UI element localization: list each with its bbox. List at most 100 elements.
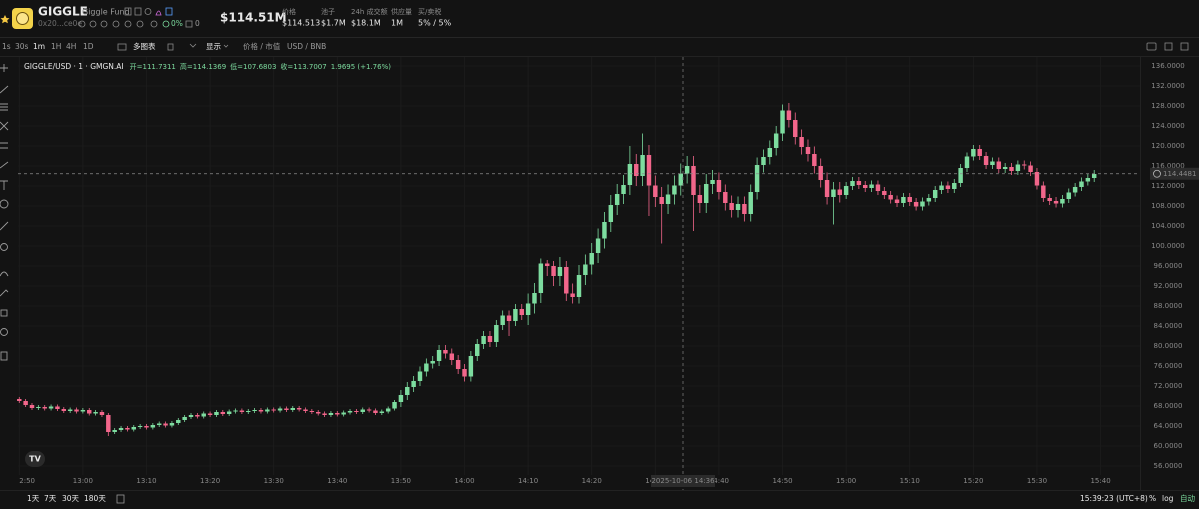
candle-body xyxy=(1041,185,1046,198)
candle-body xyxy=(17,399,22,401)
x-tick-label: 13:40 xyxy=(327,477,347,485)
range-button[interactable]: 1天 xyxy=(27,494,40,503)
toolbar-button[interactable]: USD / BNB xyxy=(287,42,326,51)
x-tick-label: 13:10 xyxy=(136,477,156,485)
candle-body xyxy=(831,189,836,197)
range-button[interactable]: 7天 xyxy=(44,494,57,503)
candle-body xyxy=(246,411,251,412)
candle-body xyxy=(564,267,569,294)
x-tick-label: 15:30 xyxy=(1027,477,1047,485)
chart-title: GIGGLE/USD · 1 · GMGN.AI xyxy=(24,62,124,71)
candle-body xyxy=(1091,174,1097,178)
candle-body xyxy=(551,266,556,276)
candle-body xyxy=(150,425,156,428)
candle-body xyxy=(843,186,849,195)
stat-label: 买/卖税 xyxy=(418,7,441,16)
candle-body xyxy=(856,181,862,185)
interval-button[interactable]: 4H xyxy=(66,42,76,51)
y-tick-label: 96.0000 xyxy=(1154,262,1183,270)
interval-button[interactable]: 30s xyxy=(15,42,29,51)
candle-body xyxy=(163,423,168,426)
candle-body xyxy=(1085,178,1091,182)
x-tick-label: 13:20 xyxy=(200,477,220,485)
candle-body xyxy=(188,415,194,417)
date-picker[interactable] xyxy=(116,494,125,504)
candle-body xyxy=(952,183,957,189)
candle-body xyxy=(392,402,397,409)
candle-body xyxy=(99,412,105,415)
y-tick-label: 132.0000 xyxy=(1151,82,1184,90)
candle-body xyxy=(716,180,722,192)
candle-body xyxy=(538,263,544,293)
x-tick-label: 13:30 xyxy=(264,477,284,485)
candle-body xyxy=(882,191,887,195)
toolbar-button[interactable]: 价格 / 市值 xyxy=(243,41,281,51)
last-price-icon[interactable] xyxy=(1153,169,1161,178)
y-tick-label: 68.0000 xyxy=(1154,402,1183,410)
candle-body xyxy=(697,195,703,203)
candle-body xyxy=(315,412,321,414)
candle-body xyxy=(532,293,537,304)
candle-body xyxy=(290,408,296,410)
candle-body xyxy=(1072,187,1078,193)
legend-value: 收=113.7007 xyxy=(280,62,326,71)
candle-body xyxy=(252,410,257,411)
toolbar-button[interactable]: 多图表 xyxy=(133,41,156,51)
candle-body xyxy=(156,423,162,425)
candle-body xyxy=(74,409,79,412)
candle-body xyxy=(424,363,429,372)
candle-body xyxy=(487,336,493,342)
range-button[interactable]: 180天 xyxy=(84,494,106,503)
y-tick-label: 124.0000 xyxy=(1151,122,1184,130)
svg-text:TV: TV xyxy=(29,455,41,464)
candle-body xyxy=(996,161,1002,169)
candle-body xyxy=(920,201,925,207)
y-tick-label: 116.0000 xyxy=(1151,162,1184,170)
footer: 1天 7天 30天 180天 15:39:23 (UTC+8)% log 自动 xyxy=(27,493,1196,503)
range-button[interactable]: 30天 xyxy=(62,494,80,503)
x-tick-label: 15:00 xyxy=(836,477,856,485)
candle-body xyxy=(754,165,760,192)
candle-body xyxy=(932,190,938,198)
candle-body xyxy=(710,180,715,184)
scale-option[interactable]: log xyxy=(1162,494,1174,503)
candle-body xyxy=(1034,172,1040,186)
interval-button[interactable]: 1s xyxy=(2,42,11,51)
toolbar-button[interactable]: 显示 xyxy=(206,42,221,51)
stat-value: $18.1M xyxy=(351,19,381,28)
candle-body xyxy=(137,426,143,427)
candle-body xyxy=(735,204,741,210)
drawing-tools[interactable] xyxy=(0,64,9,361)
x-tick-label: 13:50 xyxy=(391,477,411,485)
candle-body xyxy=(220,412,226,414)
candle-body xyxy=(322,413,327,415)
ohlc-legend: 开=111.7311 高=114.1369 低=107.6803 收=113.7007… xyxy=(130,62,392,71)
stat-value: $1.7M xyxy=(321,19,346,28)
candle-body xyxy=(812,154,817,166)
scale-option[interactable]: % xyxy=(1149,494,1156,503)
candle-body xyxy=(608,205,614,222)
candle-body xyxy=(627,164,633,185)
candle-body xyxy=(869,184,874,188)
candle-body xyxy=(125,428,130,430)
overlay: 114.4481 xyxy=(18,167,1199,180)
candle-body xyxy=(729,203,734,210)
candle-body xyxy=(385,408,391,412)
interval-button[interactable]: 1m xyxy=(33,42,45,51)
legend-value: 低=107.6803 xyxy=(230,62,276,71)
holders-pct: 0% xyxy=(171,19,183,28)
candle-body xyxy=(602,222,607,239)
interval-button[interactable]: 1H xyxy=(51,42,61,51)
candle-body xyxy=(436,350,442,361)
favorite-star[interactable] xyxy=(0,15,10,24)
interval-button[interactable]: 1D xyxy=(83,42,94,51)
last-price-tag-bg xyxy=(1150,167,1199,180)
candle-body xyxy=(462,369,467,377)
scale-option[interactable]: 自动 xyxy=(1180,493,1196,503)
candle-body xyxy=(226,411,232,414)
candle-body xyxy=(201,413,206,417)
tv-logo: TV xyxy=(25,451,45,467)
candle-body xyxy=(93,412,98,414)
candle-body xyxy=(742,204,747,214)
token-links[interactable] xyxy=(78,20,193,28)
